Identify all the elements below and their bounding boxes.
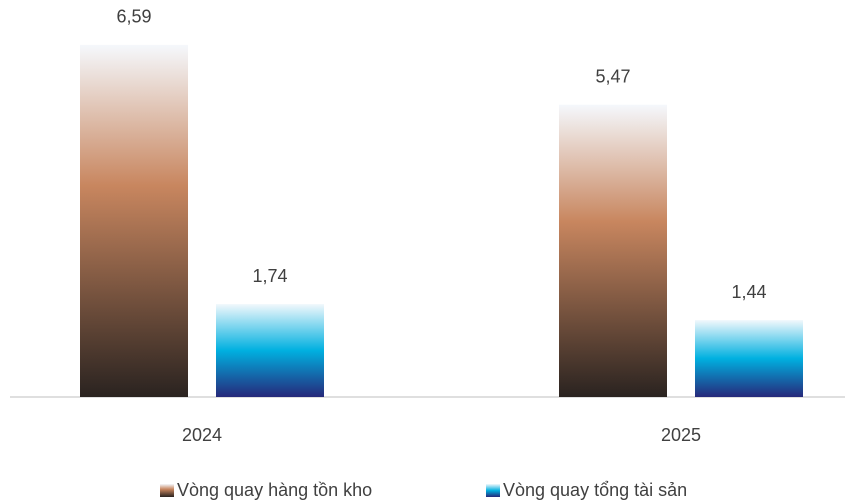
bar (695, 320, 803, 397)
data-label: 6,59 (116, 7, 151, 27)
bar (216, 304, 324, 397)
data-label: 5,47 (595, 66, 630, 86)
data-label: 1,74 (252, 266, 287, 286)
x-tick-label: 2024 (182, 425, 222, 445)
bar (559, 104, 667, 397)
bar (80, 44, 188, 398)
legend-swatch (486, 484, 500, 497)
data-label: 1,44 (731, 282, 766, 302)
legend-label: Vòng quay hàng tồn kho (177, 480, 372, 500)
legend-label: Vòng quay tổng tài sản (503, 480, 687, 500)
x-tick-label: 2025 (661, 425, 701, 445)
legend-swatch (160, 484, 174, 497)
